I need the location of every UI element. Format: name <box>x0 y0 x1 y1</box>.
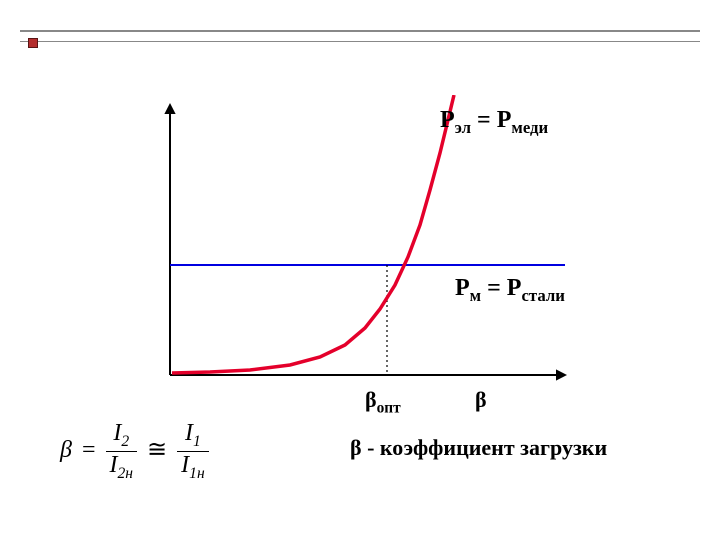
chart-svg <box>150 95 590 395</box>
frac1: I2 I2н <box>106 420 138 483</box>
equals: = <box>78 437 100 463</box>
chart: Рэл = Рмеди Рм = Рстали βопт β <box>150 95 590 395</box>
formula: β = I2 I2н ≅ I1 I1н <box>60 420 209 483</box>
sym: Р <box>440 107 455 133</box>
beta-axis-label: β <box>475 387 487 413</box>
line-label: Рм = Рстали <box>455 275 565 306</box>
approx: ≅ <box>143 437 171 463</box>
y-axis <box>164 103 175 375</box>
sub: эл <box>455 118 471 137</box>
sub: опт <box>377 399 401 416</box>
n: I <box>185 420 193 446</box>
sym: Р <box>455 275 470 301</box>
eq: = Р <box>481 275 521 301</box>
ds: 2н <box>118 465 134 482</box>
d: I <box>110 452 118 478</box>
copper-loss-curve <box>172 95 454 373</box>
sub: м <box>470 286 481 305</box>
bullet-marker <box>28 38 38 48</box>
sub2: меди <box>511 118 548 137</box>
sym: β <box>365 387 377 412</box>
ns: 2 <box>121 433 129 450</box>
ns: 1 <box>193 433 201 450</box>
caption: β - коэффициент загрузки <box>350 435 607 461</box>
ds: 1н <box>189 465 205 482</box>
sym: β <box>475 387 487 412</box>
header-rule <box>20 30 700 42</box>
frac2: I1 I1н <box>177 420 209 483</box>
beta-opt-label: βопт <box>365 387 401 417</box>
eq: = Р <box>471 107 511 133</box>
beta-sym: β <box>60 437 72 463</box>
curve-label: Рэл = Рмеди <box>440 107 548 138</box>
sub2: стали <box>521 286 565 305</box>
d: I <box>181 452 189 478</box>
caption-text: β - коэффициент загрузки <box>350 435 607 460</box>
